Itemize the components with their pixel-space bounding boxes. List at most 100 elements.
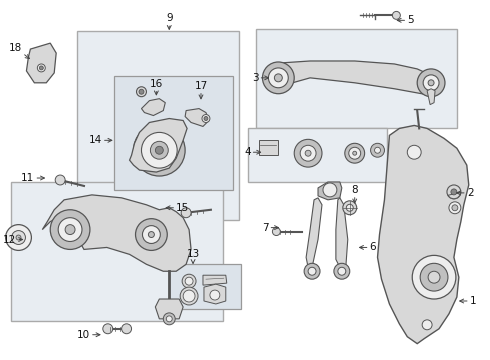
Circle shape bbox=[304, 263, 320, 279]
Circle shape bbox=[202, 114, 210, 122]
Text: 9: 9 bbox=[166, 13, 172, 23]
Text: 11: 11 bbox=[21, 173, 34, 183]
Circle shape bbox=[139, 89, 144, 94]
Circle shape bbox=[428, 80, 434, 86]
Text: 4: 4 bbox=[244, 147, 250, 157]
Polygon shape bbox=[204, 284, 226, 304]
Circle shape bbox=[65, 225, 75, 235]
Circle shape bbox=[334, 263, 350, 279]
Text: 17: 17 bbox=[195, 81, 208, 91]
Circle shape bbox=[374, 147, 381, 153]
Circle shape bbox=[420, 263, 448, 291]
Polygon shape bbox=[129, 118, 187, 172]
Bar bbox=[77, 31, 239, 220]
Circle shape bbox=[148, 231, 154, 238]
Circle shape bbox=[143, 226, 160, 243]
Circle shape bbox=[155, 146, 163, 154]
Polygon shape bbox=[318, 182, 342, 200]
Polygon shape bbox=[203, 275, 227, 285]
Polygon shape bbox=[270, 61, 443, 95]
Circle shape bbox=[150, 141, 168, 159]
Circle shape bbox=[12, 231, 25, 244]
Bar bbox=[11, 182, 223, 321]
Circle shape bbox=[55, 175, 65, 185]
Text: 1: 1 bbox=[470, 296, 476, 306]
Circle shape bbox=[204, 117, 208, 121]
Circle shape bbox=[346, 204, 353, 211]
Circle shape bbox=[103, 324, 113, 334]
Circle shape bbox=[407, 145, 421, 159]
Circle shape bbox=[300, 145, 316, 161]
Polygon shape bbox=[377, 125, 469, 344]
Circle shape bbox=[447, 185, 461, 199]
Circle shape bbox=[343, 201, 357, 215]
Polygon shape bbox=[306, 198, 322, 267]
Text: 18: 18 bbox=[9, 43, 23, 53]
Circle shape bbox=[272, 228, 280, 235]
Circle shape bbox=[417, 69, 445, 97]
Circle shape bbox=[338, 267, 346, 275]
Circle shape bbox=[392, 12, 400, 19]
Circle shape bbox=[449, 202, 461, 214]
Text: 10: 10 bbox=[77, 330, 90, 340]
Polygon shape bbox=[142, 99, 165, 116]
Circle shape bbox=[182, 274, 196, 288]
Polygon shape bbox=[42, 195, 191, 271]
Circle shape bbox=[269, 68, 288, 88]
Polygon shape bbox=[427, 89, 435, 105]
Text: 3: 3 bbox=[252, 73, 259, 83]
Polygon shape bbox=[185, 109, 209, 126]
Circle shape bbox=[452, 205, 458, 211]
Circle shape bbox=[423, 75, 439, 91]
Bar bbox=[256, 29, 457, 129]
Circle shape bbox=[136, 219, 167, 251]
Text: 13: 13 bbox=[186, 249, 200, 259]
Circle shape bbox=[353, 151, 357, 155]
Circle shape bbox=[5, 225, 31, 251]
Circle shape bbox=[210, 290, 220, 300]
Circle shape bbox=[323, 183, 337, 197]
Text: 7: 7 bbox=[262, 222, 269, 233]
Polygon shape bbox=[26, 43, 56, 83]
Circle shape bbox=[185, 277, 193, 285]
Circle shape bbox=[349, 147, 361, 159]
Bar bbox=[114, 76, 233, 190]
Circle shape bbox=[305, 150, 311, 156]
Circle shape bbox=[122, 324, 132, 334]
Circle shape bbox=[428, 271, 440, 283]
Circle shape bbox=[163, 313, 175, 325]
Circle shape bbox=[137, 87, 147, 97]
Text: 12: 12 bbox=[3, 234, 17, 244]
Circle shape bbox=[308, 267, 316, 275]
Circle shape bbox=[451, 189, 457, 195]
Circle shape bbox=[183, 290, 195, 302]
Circle shape bbox=[16, 235, 21, 240]
Circle shape bbox=[181, 208, 191, 218]
Circle shape bbox=[294, 139, 322, 167]
Polygon shape bbox=[155, 299, 183, 319]
Text: 8: 8 bbox=[351, 185, 358, 195]
Circle shape bbox=[412, 255, 456, 299]
Polygon shape bbox=[448, 192, 461, 199]
Circle shape bbox=[134, 125, 185, 176]
Circle shape bbox=[263, 62, 294, 94]
Bar bbox=[169, 264, 241, 309]
Circle shape bbox=[422, 320, 432, 330]
Text: 2: 2 bbox=[467, 188, 473, 198]
Circle shape bbox=[50, 210, 90, 249]
Circle shape bbox=[39, 66, 43, 70]
Circle shape bbox=[345, 143, 365, 163]
Text: 14: 14 bbox=[89, 135, 102, 145]
Text: 16: 16 bbox=[150, 79, 163, 89]
Circle shape bbox=[58, 218, 82, 242]
Circle shape bbox=[142, 132, 177, 168]
Bar bbox=[247, 129, 388, 182]
Text: 5: 5 bbox=[407, 15, 414, 25]
Circle shape bbox=[37, 64, 45, 72]
Circle shape bbox=[370, 143, 385, 157]
Circle shape bbox=[274, 74, 282, 82]
Text: 6: 6 bbox=[369, 242, 376, 252]
Circle shape bbox=[180, 287, 198, 305]
Polygon shape bbox=[259, 140, 278, 155]
Text: 15: 15 bbox=[176, 203, 190, 213]
